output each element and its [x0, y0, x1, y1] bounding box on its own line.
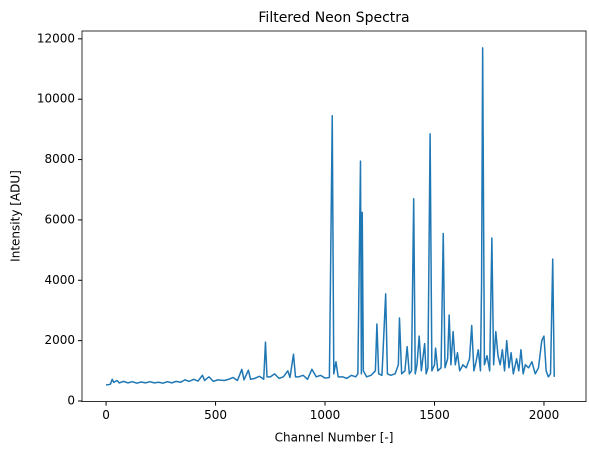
x-tick-label: 0 [102, 408, 110, 422]
y-tick-label: 0 [67, 393, 75, 407]
chart-title: Filtered Neon Spectra [258, 10, 409, 26]
y-tick-label: 4000 [44, 273, 75, 287]
x-tick-label: 1500 [419, 408, 450, 422]
x-tick-label: 2000 [529, 408, 560, 422]
y-tick-label: 10000 [37, 92, 75, 106]
x-tick-label: 500 [204, 408, 227, 422]
y-tick-label: 8000 [44, 152, 75, 166]
y-tick-label: 6000 [44, 212, 75, 226]
plot-frame [81, 30, 587, 403]
spectrum-line [106, 47, 555, 386]
x-tick-label: 1000 [310, 408, 341, 422]
x-axis-label: Channel Number [-] [275, 431, 394, 445]
y-tick-label: 2000 [44, 333, 75, 347]
y-tick-label: 12000 [37, 31, 75, 45]
y-axis-label: Intensity [ADU] [9, 170, 23, 262]
